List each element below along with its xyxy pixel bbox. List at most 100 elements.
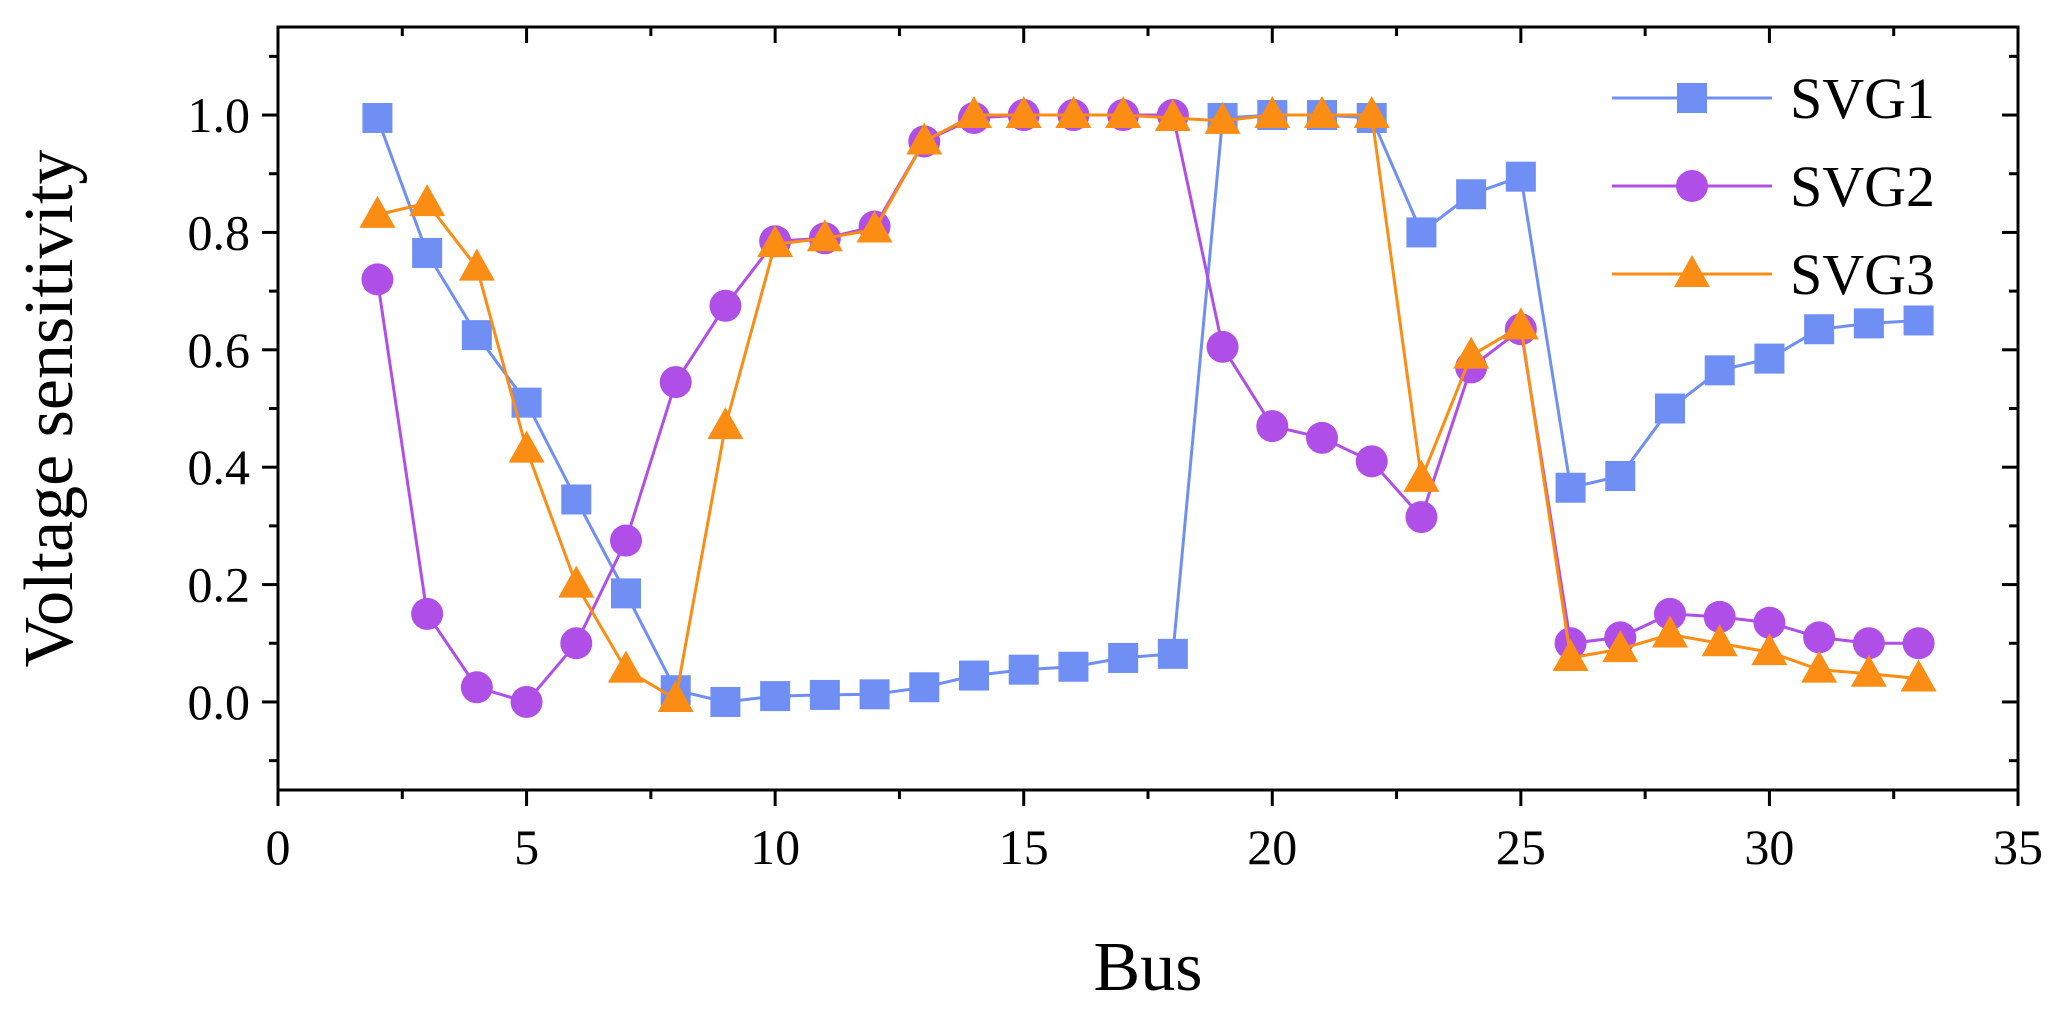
data-point-svg3 [1652, 615, 1688, 648]
legend-label: SVG2 [1790, 154, 1935, 219]
data-point-svg3 [1751, 633, 1788, 666]
data-point-svg1 [1754, 343, 1785, 374]
series-svg3 [359, 96, 1937, 713]
data-point-svg3 [409, 184, 446, 217]
data-point-svg3 [757, 225, 794, 258]
data-point-svg2 [1405, 501, 1438, 534]
data-point-svg2 [1206, 330, 1239, 363]
y-tick-label: 0.2 [188, 557, 251, 613]
data-point-svg1 [909, 672, 940, 703]
data-point-svg3 [1254, 96, 1291, 129]
data-point-svg2 [1703, 600, 1736, 633]
legend-marker [1674, 255, 1710, 287]
data-point-svg3 [508, 430, 545, 463]
data-point-svg3 [906, 122, 943, 155]
data-point-svg1 [710, 686, 741, 717]
data-point-svg3 [1801, 650, 1838, 683]
data-point-svg3 [1105, 96, 1142, 129]
data-point-svg3 [956, 96, 992, 129]
data-point-svg1 [1605, 460, 1636, 491]
data-point-svg1 [362, 102, 393, 133]
data-point-svg1 [959, 660, 989, 691]
legend-item-svg1: SVG1 [1612, 66, 1935, 131]
data-point-svg3 [1403, 459, 1440, 492]
data-point-svg3 [1502, 307, 1539, 340]
data-point-svg1 [1157, 638, 1188, 669]
x-tick-label: 35 [1993, 819, 2043, 875]
data-point-svg3 [1055, 96, 1092, 129]
legend-marker [1677, 83, 1707, 113]
data-point-svg2 [1654, 597, 1686, 630]
data-point-svg1 [859, 679, 890, 710]
legend-marker [1676, 170, 1708, 202]
data-point-svg2 [1256, 410, 1289, 443]
data-point-svg1 [1008, 654, 1039, 685]
data-point-svg3 [1552, 638, 1589, 671]
legend-label: SVG3 [1790, 242, 1935, 307]
data-point-svg1 [1406, 217, 1437, 248]
data-point-svg2 [411, 597, 444, 630]
data-point-svg1 [561, 484, 592, 515]
data-point-svg2 [659, 366, 692, 399]
data-point-svg2 [1803, 621, 1836, 654]
y-tick-label: 1.0 [188, 87, 251, 143]
data-point-svg2 [709, 289, 742, 322]
legend-item-svg3: SVG3 [1612, 242, 1935, 307]
data-point-svg1 [461, 320, 492, 351]
data-point-svg1 [611, 578, 641, 609]
data-point-svg2 [560, 627, 593, 660]
data-point-svg3 [608, 650, 644, 683]
data-point-svg3 [359, 195, 396, 228]
data-point-svg2 [1306, 421, 1338, 454]
axis-layer: 0 5 10 15 20 25 30 35 0.0 0.2 0.4 0.6 0.8 1.0 [188, 27, 2043, 875]
data-point-svg2 [1902, 627, 1935, 660]
data-point-svg1 [1456, 179, 1487, 210]
data-point-svg3 [1850, 654, 1887, 687]
y-tick-label: 0.4 [188, 439, 251, 495]
x-axis-title: Bus [1094, 929, 1203, 1006]
data-point-svg2 [510, 685, 543, 718]
x-tick-label: 25 [1496, 819, 1546, 875]
legend: SVG1 SVG2 SVG3 [1612, 66, 1935, 307]
data-point-svg3 [1602, 630, 1639, 663]
data-point-svg3 [558, 565, 595, 598]
data-point-svg1 [1704, 355, 1735, 386]
data-point-svg1 [1058, 651, 1089, 682]
data-point-svg2 [1852, 627, 1885, 660]
data-point-svg1 [760, 681, 791, 712]
data-point-svg1 [809, 679, 840, 710]
data-point-svg2 [460, 671, 493, 704]
data-point-svg3 [1154, 98, 1191, 131]
x-tick-label: 0 [266, 819, 291, 875]
data-point-svg2 [1355, 445, 1388, 478]
y-axis-title: Voltage sensitivity [11, 150, 88, 668]
data-point-svg3 [1005, 96, 1042, 129]
data-point-svg1 [1505, 161, 1536, 192]
data-point-svg3 [1453, 336, 1490, 369]
data-point-svg3 [1701, 624, 1738, 657]
data-point-svg3 [1304, 96, 1340, 129]
data-point-svg3 [806, 219, 843, 252]
y-tick-label: 0.0 [188, 674, 251, 730]
x-tick-label: 20 [1247, 819, 1297, 875]
x-tick-label: 30 [1744, 819, 1794, 875]
x-tick-label: 5 [514, 819, 539, 875]
data-point-svg2 [610, 524, 642, 557]
data-point-svg2 [1753, 606, 1786, 639]
data-point-svg1 [1903, 305, 1934, 336]
data-point-svg1 [412, 237, 443, 268]
x-tick-label: 10 [750, 819, 800, 875]
y-tick-label: 0.6 [188, 322, 251, 378]
data-point-svg3 [707, 407, 744, 440]
data-point-svg3 [1900, 659, 1937, 692]
data-point-svg1 [1555, 472, 1586, 503]
data-point-svg1 [1853, 308, 1884, 339]
data-point-svg1 [1655, 393, 1685, 424]
data-point-svg3 [1204, 101, 1241, 134]
data-point-svg3 [1353, 96, 1390, 129]
data-point-svg2 [361, 263, 394, 296]
legend-item-svg2: SVG2 [1612, 154, 1935, 219]
y-tick-label: 0.8 [188, 204, 251, 260]
